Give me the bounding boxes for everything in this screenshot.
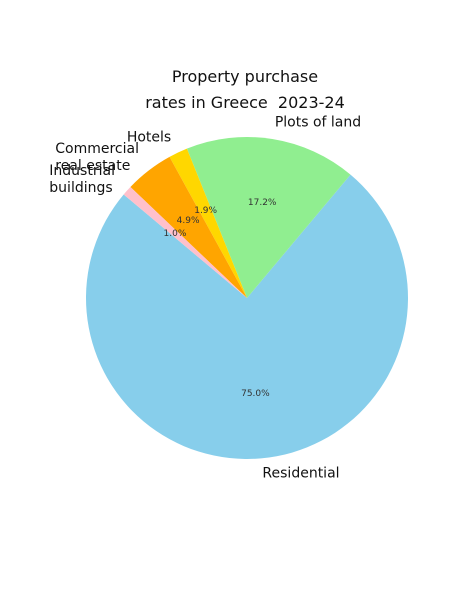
value-label: 17.2% (247, 197, 277, 208)
value-label: 75.0% (241, 389, 270, 400)
slice-label: Hotels (126, 129, 172, 146)
value-label: 4.9% (176, 216, 200, 227)
slice-label: Industrial buildings (49, 162, 115, 196)
pie-slice (85, 174, 408, 459)
slice-label: Residential (262, 465, 340, 482)
pie-slice (130, 156, 247, 298)
chart-title: Property purchase rates in Greece 2023-2… (145, 67, 345, 112)
slice-label: Commercial real estate (55, 140, 139, 174)
pie-slice (123, 186, 247, 298)
pie-slice (186, 137, 351, 298)
slice-label: Plots of land (274, 114, 362, 131)
pie-slice (169, 148, 247, 298)
value-label: 1.0% (163, 228, 187, 239)
value-label: 1.9% (194, 205, 218, 216)
